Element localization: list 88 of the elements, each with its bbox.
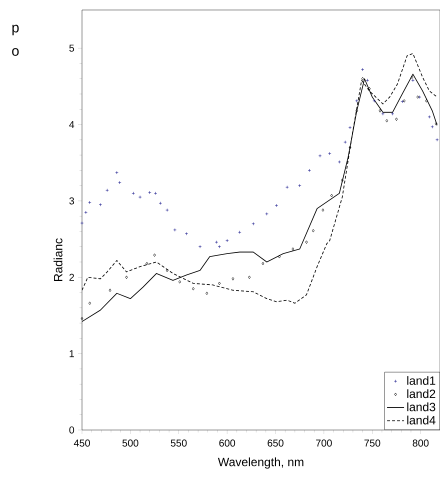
- point: [166, 268, 168, 272]
- point: [125, 276, 128, 279]
- x-tick-label: 700: [316, 440, 332, 447]
- point: [372, 99, 376, 103]
- point: [348, 146, 352, 150]
- point: [108, 288, 112, 292]
- point: [360, 68, 364, 72]
- point: [308, 168, 312, 172]
- x-tick-label: 800: [412, 440, 429, 447]
- point: [378, 109, 382, 112]
- x-tick-label: 500: [122, 440, 138, 447]
- point: [166, 208, 169, 212]
- y-tick-label: 2: [69, 274, 74, 281]
- legend-label: land4: [407, 416, 436, 424]
- point: [361, 77, 364, 80]
- point: [214, 240, 218, 244]
- point: [428, 115, 432, 119]
- point: [305, 240, 308, 244]
- point: [192, 287, 195, 290]
- y-axis-title: Radianc: [54, 238, 62, 282]
- y-tick-label: 4: [69, 121, 74, 128]
- point: [88, 200, 92, 204]
- point: [232, 277, 234, 280]
- point: [218, 282, 221, 286]
- point: [410, 76, 414, 79]
- point: [344, 140, 347, 144]
- point: [425, 99, 428, 103]
- point: [218, 245, 222, 248]
- point: [184, 232, 188, 236]
- point: [285, 186, 289, 189]
- point: [158, 202, 162, 205]
- point: [328, 152, 332, 156]
- point: [154, 192, 158, 195]
- point: [148, 190, 152, 194]
- point: [98, 203, 102, 206]
- point: [262, 262, 264, 266]
- point: [298, 184, 302, 188]
- y-tick-label: 1: [70, 350, 74, 358]
- point: [318, 154, 322, 158]
- x-axis-title: Wavelength, nm: [218, 457, 304, 469]
- point: [395, 118, 398, 121]
- point: [118, 180, 122, 184]
- x-tick-label: 550: [170, 440, 187, 447]
- x-tick-label: 750: [364, 440, 380, 447]
- point: [274, 204, 278, 208]
- point: [88, 302, 92, 305]
- point: [355, 109, 358, 112]
- point: [198, 245, 202, 248]
- point: [206, 292, 208, 295]
- x-tick-label: 600: [219, 440, 236, 447]
- point: [340, 178, 344, 182]
- point: [411, 78, 415, 82]
- point: [265, 212, 268, 216]
- point: [390, 112, 394, 116]
- point: [435, 138, 439, 142]
- point: [368, 87, 371, 90]
- x-tick-label: 450: [74, 440, 90, 447]
- point: [366, 78, 370, 82]
- y-tick-label: 0: [69, 426, 74, 434]
- point: [153, 253, 156, 257]
- y-tick-label: 5: [69, 44, 74, 52]
- point: [80, 316, 84, 320]
- point: [381, 112, 385, 116]
- text: p: [12, 24, 19, 36]
- point: [80, 221, 84, 225]
- point: [338, 160, 342, 164]
- point: [225, 238, 229, 242]
- point: [292, 247, 294, 251]
- legend-label: land2: [407, 389, 436, 398]
- point: [248, 276, 251, 279]
- text: o: [12, 48, 19, 56]
- point: [84, 210, 88, 214]
- point: [348, 126, 352, 130]
- point: [138, 195, 142, 199]
- legend-label: land1: [407, 376, 436, 385]
- legend-label: land3: [407, 402, 436, 412]
- point: [322, 208, 324, 212]
- point: [434, 122, 438, 126]
- point: [355, 99, 358, 103]
- point: [278, 255, 281, 258]
- point: [312, 229, 315, 232]
- point: [385, 119, 388, 122]
- point: [178, 280, 182, 284]
- x-tick-label: 650: [268, 440, 284, 447]
- y-tick-label: 3: [69, 197, 74, 204]
- point: [330, 194, 333, 198]
- point: [173, 228, 177, 232]
- point: [146, 262, 148, 266]
